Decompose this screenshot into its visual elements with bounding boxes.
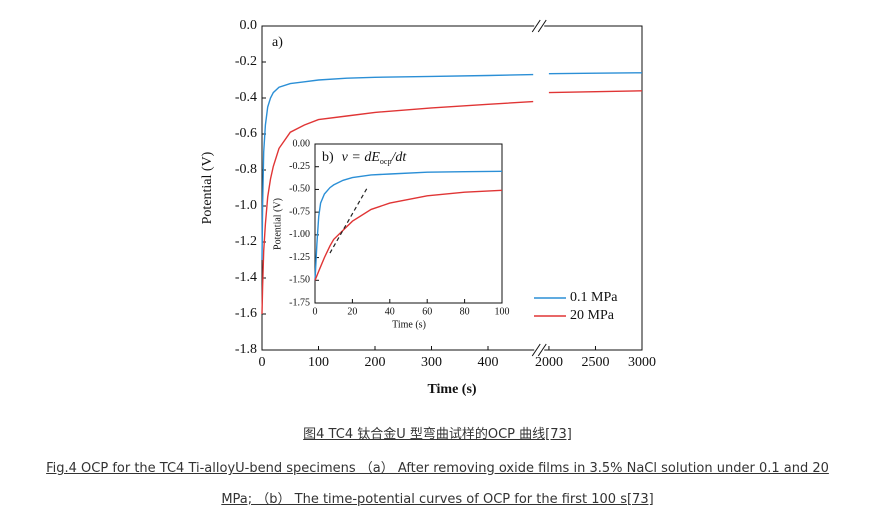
chart: a) Time (s) Potential (V) 0.0 -0.2 -0.4 -0.… <box>200 18 656 397</box>
equation-sub: ocp <box>380 157 392 166</box>
y-tick-label: -0.4 <box>235 90 257 105</box>
legend-label: 0.1 MPa <box>570 290 618 305</box>
y-tick-label: -1.75 <box>289 297 310 308</box>
plot-frame <box>314 143 503 304</box>
axis-break-gap <box>534 348 545 352</box>
series-line <box>261 90 643 315</box>
y-tick-label: 0.0 <box>240 18 258 33</box>
y-tick-label: -0.25 <box>289 161 310 172</box>
x-tick-label: 100 <box>495 306 510 317</box>
y-tick-label: -1.6 <box>235 306 257 321</box>
x-axis-label: Time (s) <box>427 382 476 397</box>
chart-title: a) <box>272 35 283 50</box>
y-tick-label: -0.8 <box>235 162 257 177</box>
x-tick-label: 0 <box>259 355 266 370</box>
y-tick-label: -0.6 <box>235 126 257 141</box>
x-tick-label: 3000 <box>628 355 656 370</box>
caption-en: Fig.4 OCP for the TC4 Ti-alloyU-bend spe… <box>46 461 829 476</box>
x-tick-label: 2500 <box>581 355 609 370</box>
x-tick-label: 0 <box>313 306 318 317</box>
series-line <box>314 170 503 281</box>
y-tick-label: -1.8 <box>235 342 257 357</box>
inset-background <box>315 144 502 303</box>
y-axis-label: Potential (V) <box>200 151 215 224</box>
x-tick-label: 100 <box>308 355 329 370</box>
inset-title: b) v = dEocp/dt <box>322 150 407 166</box>
y-tick-label: -1.00 <box>289 229 310 240</box>
y-tick-label: -0.50 <box>289 184 310 195</box>
x-tick-label: 200 <box>365 355 386 370</box>
tangent-line <box>329 187 368 254</box>
axis-break <box>531 343 541 357</box>
inset-x-axis-label: Time (s) <box>392 319 426 330</box>
axis-break <box>537 19 547 33</box>
plot-frame <box>261 25 643 351</box>
legend-label: 20 MPa <box>570 308 615 323</box>
axis-break <box>531 19 541 33</box>
y-tick-label: -1.50 <box>289 275 310 286</box>
y-tick-label: -0.2 <box>235 54 257 69</box>
y-tick-label: -0.75 <box>289 206 310 217</box>
x-tick-label: 60 <box>422 306 432 317</box>
equation: /dt <box>390 150 407 165</box>
y-tick-label: -1.25 <box>289 252 310 263</box>
x-tick-label: 20 <box>347 306 357 317</box>
inset-y-axis-label: Potential (V) <box>272 198 283 250</box>
x-tick-label: 300 <box>421 355 442 370</box>
x-tick-label: 40 <box>385 306 395 317</box>
equation: v = dE <box>342 150 381 165</box>
inset-label: b) <box>322 150 334 165</box>
x-tick-label: 400 <box>478 355 499 370</box>
y-tick-label: 0.00 <box>293 138 311 149</box>
series-line <box>261 72 643 261</box>
axis-break-gap <box>534 24 545 28</box>
axis-break <box>537 343 547 357</box>
x-tick-label: 2000 <box>535 355 563 370</box>
x-tick-label: 80 <box>460 306 470 317</box>
caption-cn: 图4 TC4 钛合金U 型弯曲试样的OCP 曲线[73] <box>303 427 572 442</box>
y-tick-label: -1.4 <box>235 270 257 285</box>
y-tick-label: -1.0 <box>235 198 257 213</box>
caption-en: MPa; （b） The time-potential curves of OC… <box>221 492 654 507</box>
y-tick-label: -1.2 <box>235 234 257 249</box>
series-line <box>314 189 503 281</box>
